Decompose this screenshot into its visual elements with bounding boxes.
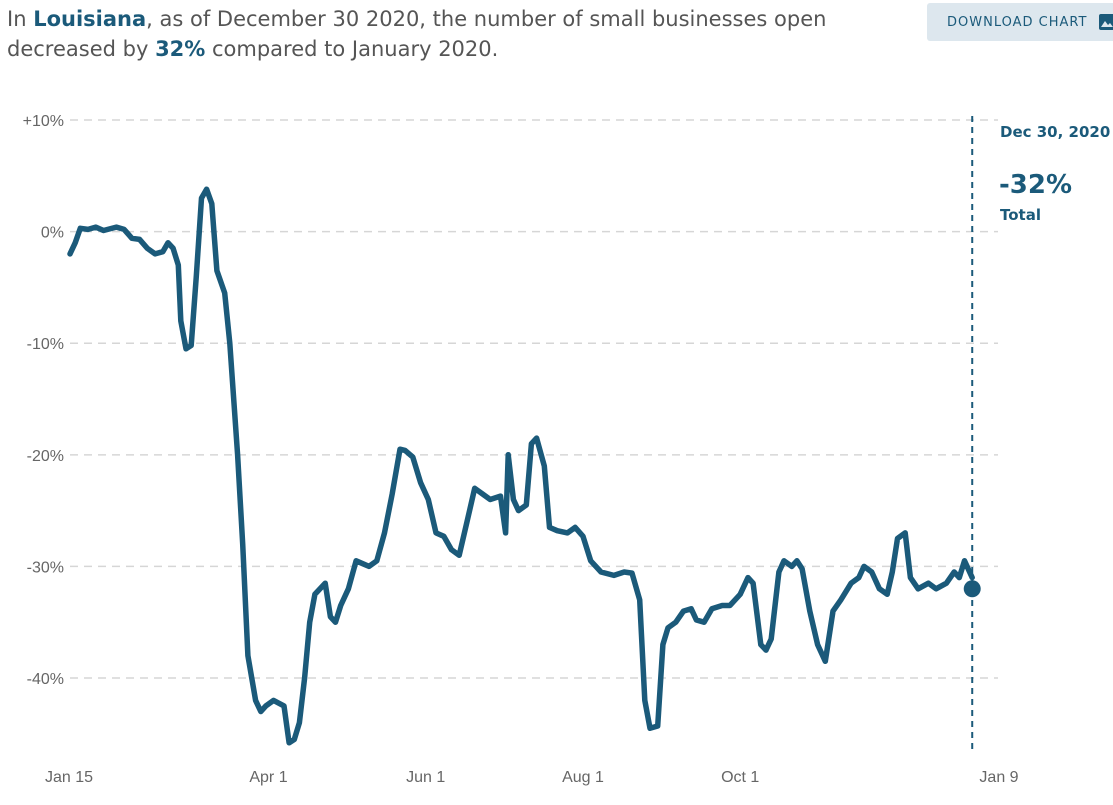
annotation-date: Dec 30, 2020 bbox=[1000, 123, 1110, 141]
y-tick-label: -40% bbox=[27, 671, 64, 688]
chart-headline: In Louisiana, as of December 30 2020, th… bbox=[7, 4, 887, 64]
x-tick-label: Jan 15 bbox=[45, 769, 93, 786]
headline-state: Louisiana bbox=[33, 7, 147, 31]
download-chart-button[interactable]: DOWNLOAD CHART bbox=[927, 3, 1113, 41]
highlight-point bbox=[963, 580, 981, 598]
y-tick-label: -10% bbox=[27, 336, 64, 353]
x-tick-label: Aug 1 bbox=[562, 769, 604, 786]
y-tick-label: -30% bbox=[27, 559, 64, 576]
download-chart-label: DOWNLOAD CHART bbox=[947, 14, 1088, 30]
headline-middle: , as of December 30 2020, the number of … bbox=[7, 7, 827, 61]
x-tick-label: Apr 1 bbox=[249, 769, 287, 786]
annotation-label: Total bbox=[1000, 206, 1041, 224]
x-tick-label: Jun 1 bbox=[406, 769, 445, 786]
series-line bbox=[67, 186, 975, 746]
headline-prefix: In bbox=[7, 7, 34, 31]
headline-suffix: compared to January 2020. bbox=[205, 37, 499, 61]
headline-percent: 32% bbox=[155, 37, 206, 61]
annotation-value: -32% bbox=[999, 170, 1072, 200]
y-tick-label: 0% bbox=[41, 225, 64, 242]
x-tick-label: Jan 9 bbox=[979, 769, 1018, 786]
image-icon bbox=[1099, 14, 1113, 30]
y-tick-label: +10% bbox=[23, 113, 64, 130]
y-tick-label: -20% bbox=[27, 448, 64, 465]
x-tick-label: Oct 1 bbox=[721, 769, 759, 786]
